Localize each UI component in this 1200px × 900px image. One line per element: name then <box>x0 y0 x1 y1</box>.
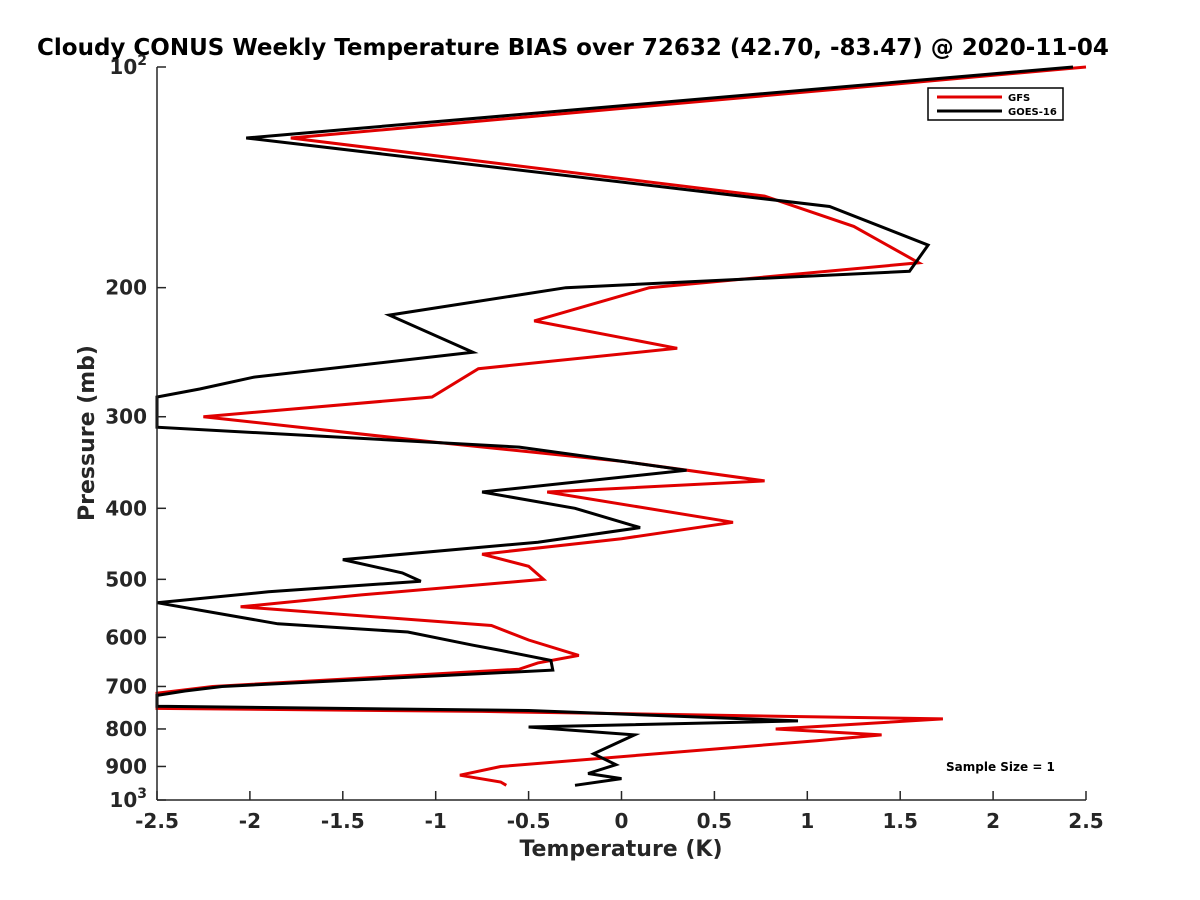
y-tick-base: 10 <box>109 55 137 79</box>
x-tick-label: -1.5 <box>321 809 365 833</box>
x-tick-label: -0.5 <box>507 809 551 833</box>
sample-size-annotation: Sample Size = 1 <box>946 760 1055 774</box>
y-tick-base: 10 <box>109 788 137 812</box>
y-tick-label: 900 <box>105 754 147 778</box>
y-tick-label: 500 <box>105 567 147 591</box>
y-axis-label: Pressure (mb) <box>75 345 100 521</box>
x-tick-label: -2 <box>239 809 261 833</box>
x-tick-label: 1.5 <box>882 809 917 833</box>
y-tick-label: 200 <box>105 276 147 300</box>
y-tick-label: 102 <box>109 53 147 79</box>
series-line-goes-16 <box>155 65 1074 787</box>
x-axis-ticks: -2.5 -2 -1.5 -1 -0.5 0 0.5 1 1.5 2 2.5 <box>135 791 1104 833</box>
chart-title: Cloudy CONUS Weekly Temperature BIAS ove… <box>37 35 1109 61</box>
y-tick-exponent: 3 <box>137 786 147 802</box>
y-tick-label: 800 <box>105 717 147 741</box>
legend-label: GOES-16 <box>1008 107 1057 118</box>
x-tick-label: 2 <box>986 809 1000 833</box>
y-tick-label: 400 <box>105 496 147 520</box>
y-tick-label: 600 <box>105 625 147 649</box>
x-tick-label: -1 <box>425 809 447 833</box>
x-tick-label: 0 <box>615 809 629 833</box>
x-tick-label: -2.5 <box>135 809 179 833</box>
y-tick-exponent: 2 <box>137 53 147 69</box>
y-tick-label: 103 <box>109 786 147 812</box>
legend-box <box>927 87 1064 121</box>
legend-label: GFS <box>1008 93 1030 104</box>
plot-series <box>155 65 1087 787</box>
x-tick-label: 1 <box>800 809 814 833</box>
x-tick-label: 0.5 <box>697 809 732 833</box>
series-line-gfs <box>155 65 1087 787</box>
x-tick-label: 2.5 <box>1068 809 1103 833</box>
y-tick-label: 700 <box>105 674 147 698</box>
y-tick-label: 300 <box>105 405 147 429</box>
legend: GFS GOES-16 <box>927 87 1064 121</box>
x-axis-label: Temperature (K) <box>519 837 722 862</box>
